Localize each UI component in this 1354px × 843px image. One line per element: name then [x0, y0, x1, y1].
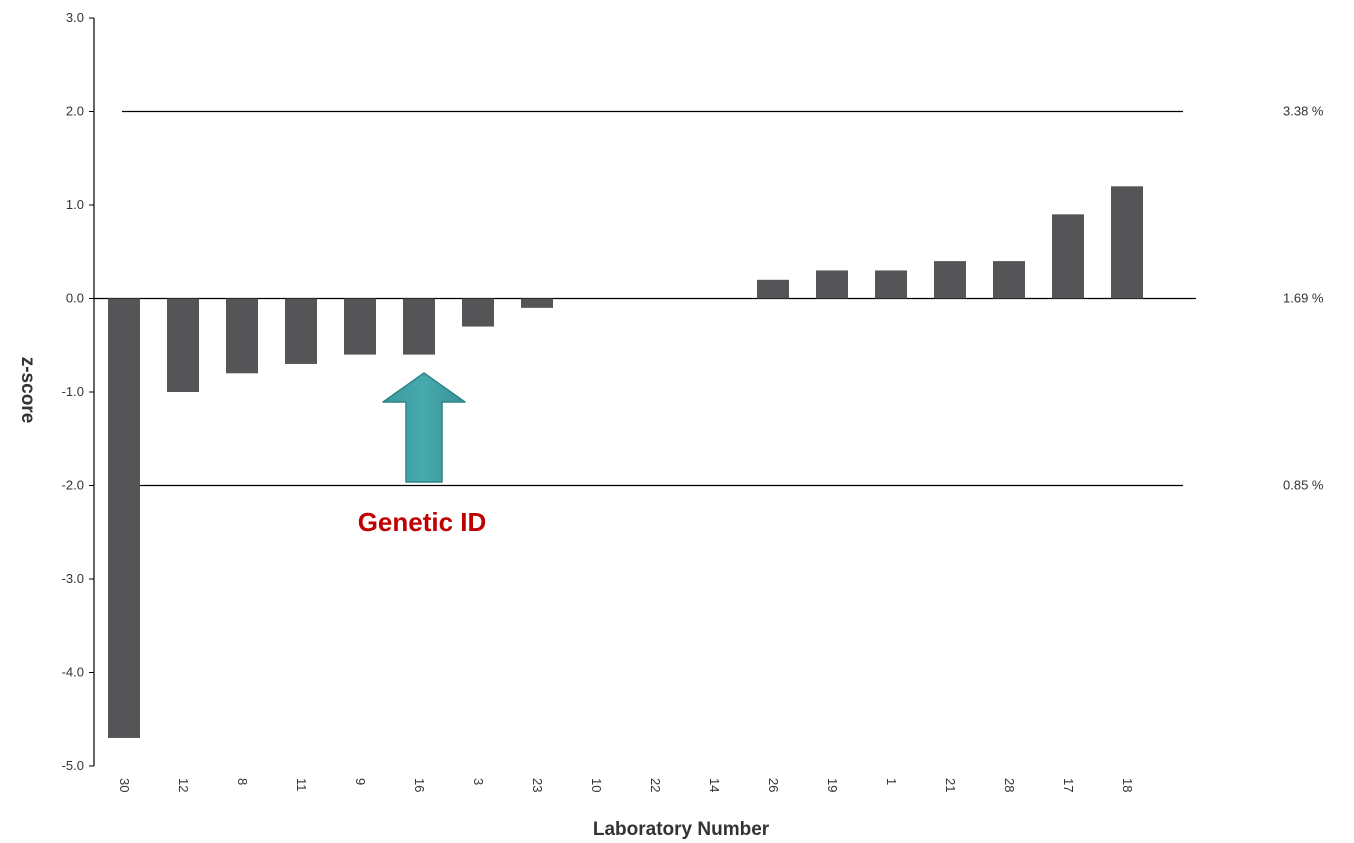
y-tick-label: 1.0: [66, 197, 84, 212]
y-tick-label: -5.0: [62, 758, 84, 773]
y-tick-label: -1.0: [62, 384, 84, 399]
y-tick-label: -2.0: [62, 478, 84, 493]
reference-line-label: 3.38 %: [1283, 104, 1324, 119]
annotation-group: Genetic ID: [358, 372, 487, 537]
x-tick-label: 3: [471, 778, 486, 785]
x-tick-label: 8: [235, 778, 250, 785]
x-tick-label: 18: [1120, 778, 1135, 792]
bar-lab-18: [1111, 186, 1143, 299]
axes-group: [89, 17, 95, 767]
x-tick-label: 12: [176, 778, 191, 792]
y-tick-label: -3.0: [62, 571, 84, 586]
bar-lab-16: [403, 298, 435, 355]
x-tick-label: 22: [648, 778, 663, 792]
x-tick-label: 21: [943, 778, 958, 792]
y-tick-label: 2.0: [66, 104, 84, 119]
bar-lab-19: [816, 270, 848, 299]
x-tick-label: 14: [707, 778, 722, 792]
x-tick-label: 10: [589, 778, 604, 792]
y-tick-label: -4.0: [62, 665, 84, 680]
x-tick-label: 19: [825, 778, 840, 792]
x-tick-label: 26: [766, 778, 781, 792]
x-tick-label: 16: [412, 778, 427, 792]
reference-line-label: 1.69 %: [1283, 291, 1324, 306]
x-tick-label: 1: [884, 778, 899, 785]
bar-lab-28: [993, 261, 1025, 299]
bar-lab-12: [167, 298, 199, 392]
up-arrow-icon: [382, 372, 466, 483]
bar-lab-3: [462, 298, 494, 327]
y-tick-label: 0.0: [66, 291, 84, 306]
x-tick-label: 28: [1002, 778, 1017, 792]
bar-lab-30: [108, 298, 140, 738]
y-axis-title: z-score: [17, 357, 38, 424]
bar-lab-9: [344, 298, 376, 355]
x-tick-labels: 30 12 8 11 9 16 3 23 10 22 14 26 19 1 21 28 17 18: [117, 778, 1135, 792]
x-tick-label: 23: [530, 778, 545, 792]
x-tick-label: 30: [117, 778, 132, 792]
reference-line-label: 0.85 %: [1283, 478, 1324, 493]
bar-lab-26: [757, 279, 789, 299]
reference-line-labels: 3.38 % 1.69 % 0.85 %: [1283, 104, 1324, 493]
x-tick-label: 11: [294, 778, 309, 792]
bar-lab-1: [875, 270, 907, 299]
y-tick-labels: 3.0 2.0 1.0 0.0 -1.0 -2.0 -3.0 -4.0 -5.0: [62, 10, 84, 773]
reference-lines: [94, 110, 1196, 487]
bar-lab-17: [1052, 214, 1084, 299]
x-tick-label: 9: [353, 778, 368, 785]
x-axis-title: Laboratory Number: [593, 819, 770, 840]
bar-lab-23: [521, 298, 553, 308]
x-tick-label: 17: [1061, 778, 1076, 792]
bar-lab-21: [934, 261, 966, 299]
annotation-label: Genetic ID: [358, 507, 487, 537]
bar-lab-11: [285, 298, 317, 364]
bar-lab-8: [226, 298, 258, 374]
bars-group: [108, 186, 1143, 738]
y-tick-label: 3.0: [66, 10, 84, 25]
